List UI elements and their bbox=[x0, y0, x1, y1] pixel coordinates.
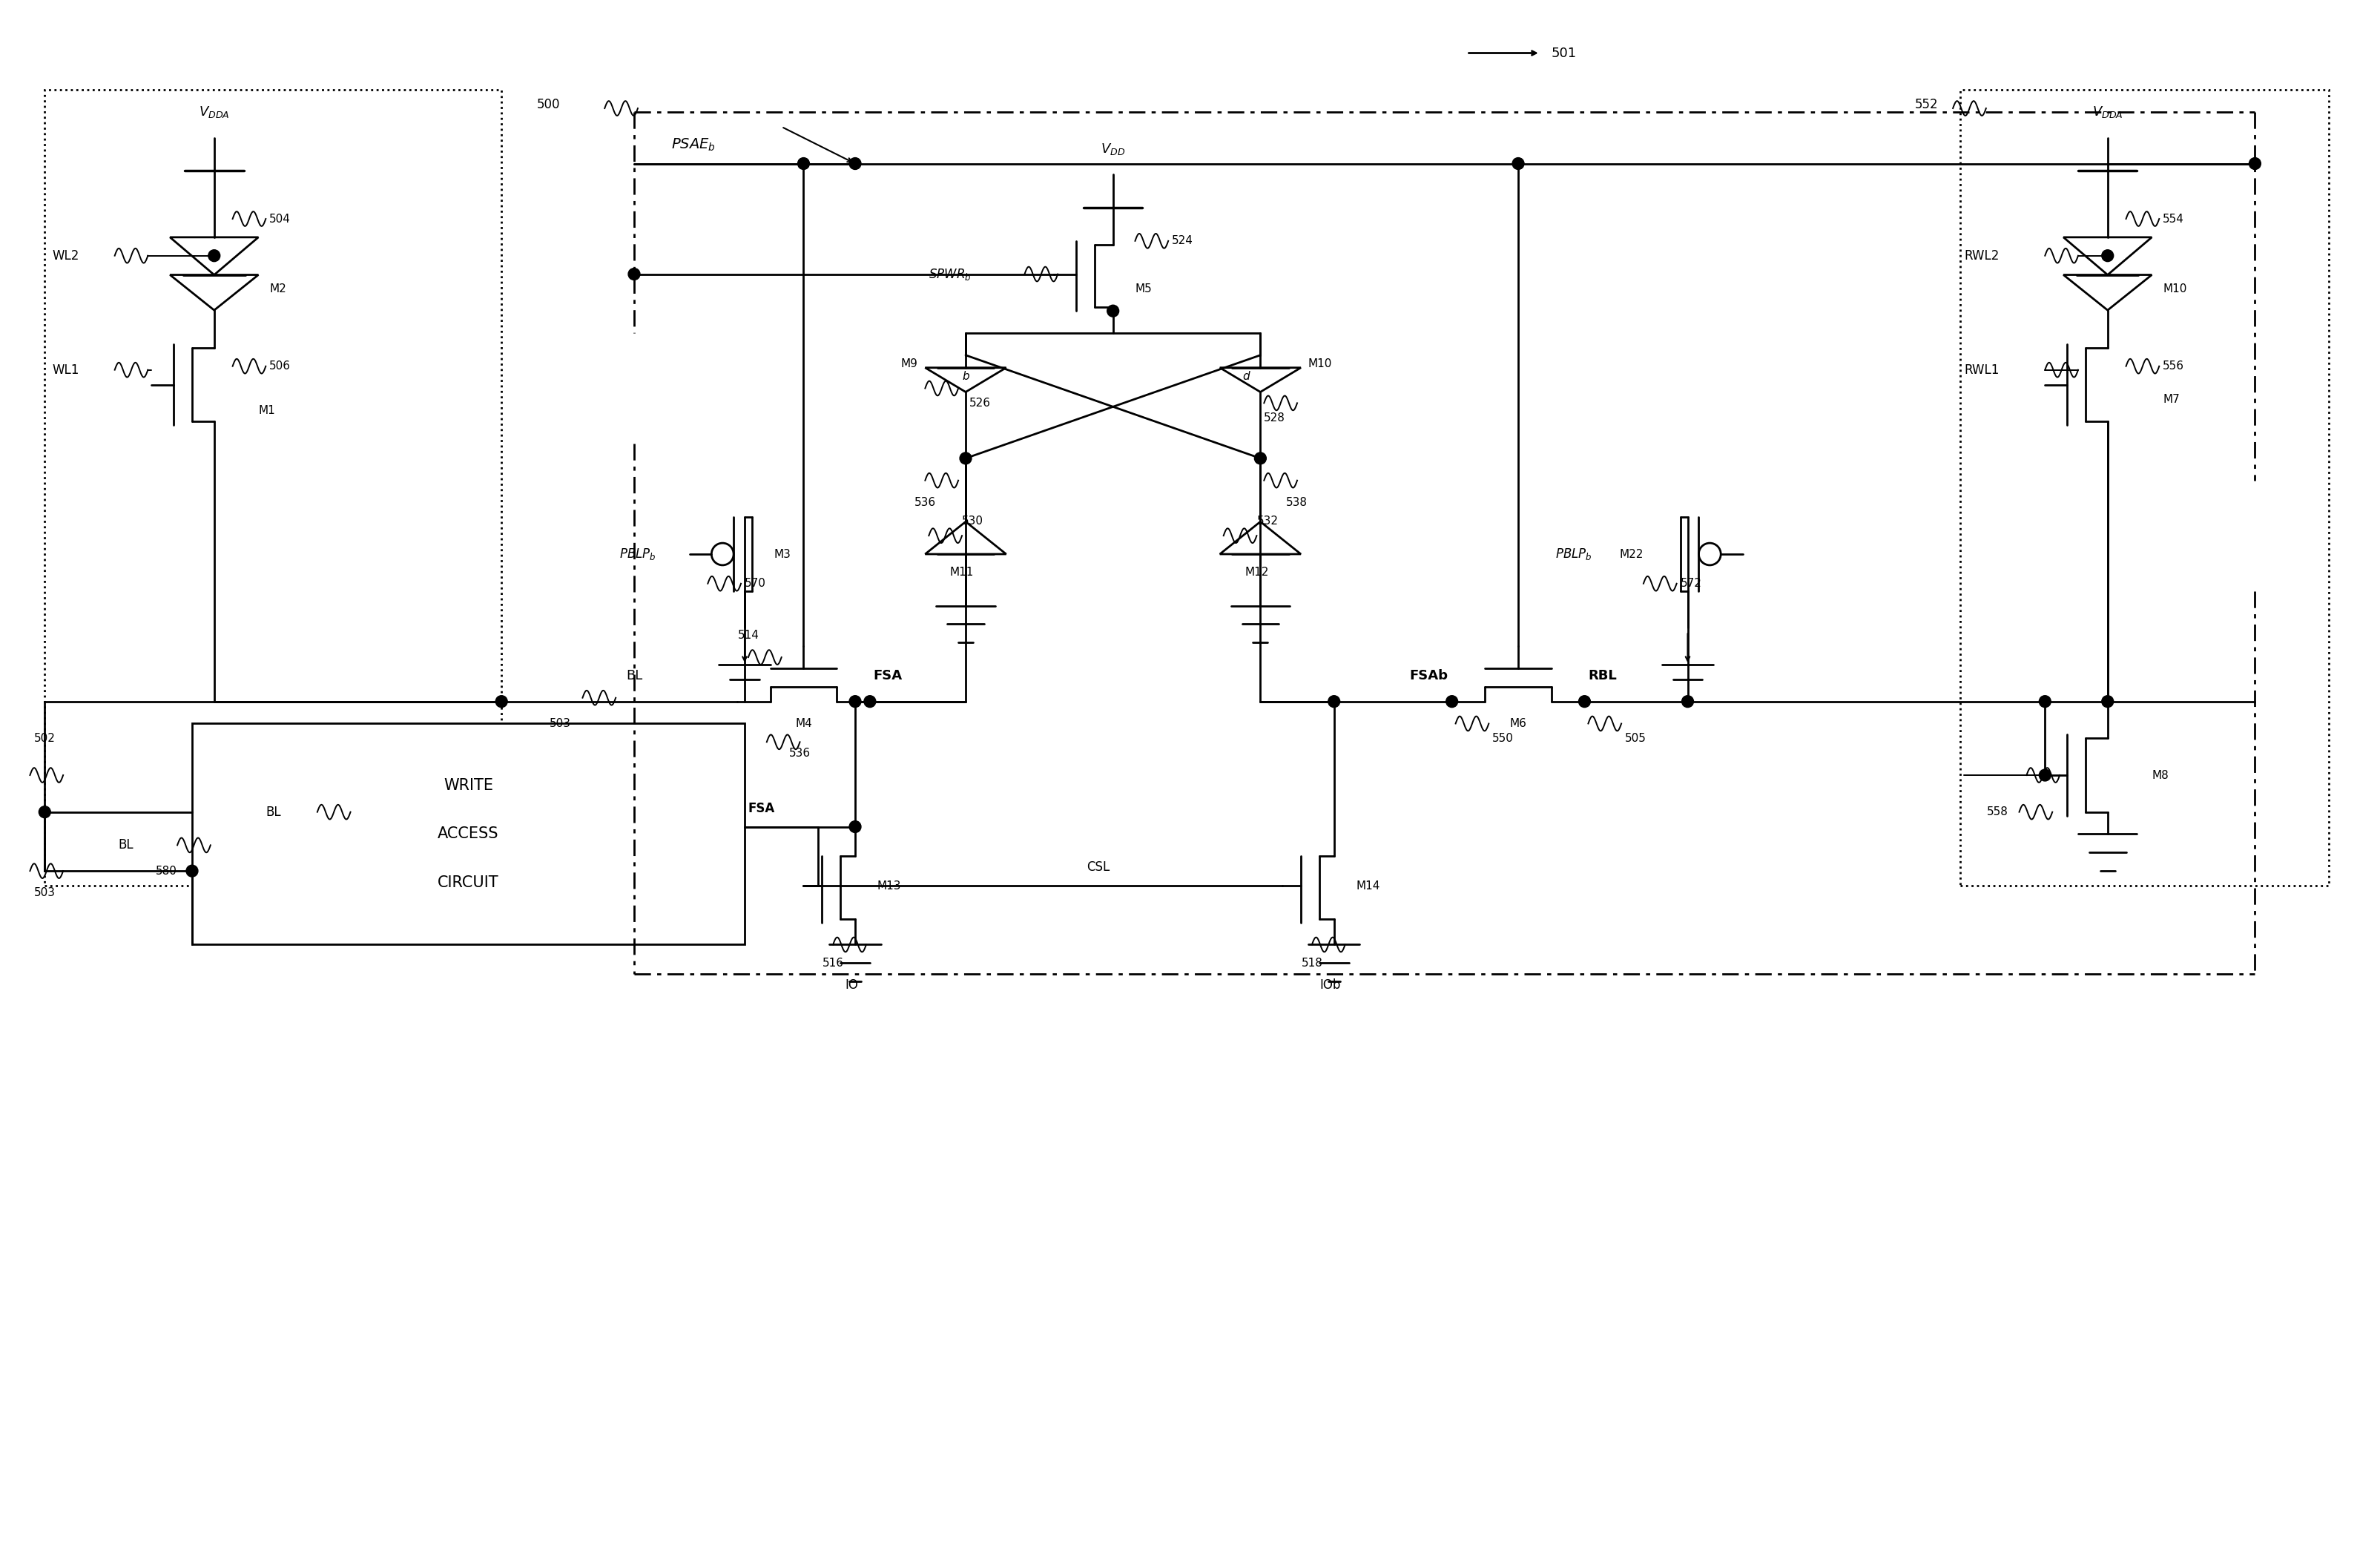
Text: 532: 532 bbox=[1257, 516, 1278, 527]
Text: FSA: FSA bbox=[747, 802, 776, 814]
Circle shape bbox=[1447, 696, 1459, 707]
Text: ACCESS: ACCESS bbox=[438, 827, 500, 842]
Text: 538: 538 bbox=[1285, 497, 1307, 508]
Text: 518: 518 bbox=[1302, 957, 1323, 968]
Text: WL2: WL2 bbox=[52, 249, 79, 263]
Text: 505: 505 bbox=[1626, 733, 1647, 744]
Text: 554: 554 bbox=[2163, 213, 2185, 224]
Circle shape bbox=[2040, 696, 2052, 707]
Text: M3: M3 bbox=[774, 549, 790, 559]
Text: 530: 530 bbox=[962, 516, 983, 527]
Text: M13: M13 bbox=[878, 880, 902, 892]
Text: 552: 552 bbox=[1916, 98, 1937, 112]
Text: IO: IO bbox=[845, 979, 859, 991]
Circle shape bbox=[2040, 769, 2052, 782]
Text: 524: 524 bbox=[1171, 235, 1192, 247]
Text: 558: 558 bbox=[1987, 807, 2009, 817]
Circle shape bbox=[209, 250, 219, 261]
Text: M22: M22 bbox=[1618, 549, 1645, 559]
Text: BL: BL bbox=[267, 805, 281, 819]
Circle shape bbox=[1107, 305, 1119, 317]
Text: FSAb: FSAb bbox=[1409, 670, 1447, 682]
Circle shape bbox=[186, 866, 198, 876]
Text: $PBLP_b$: $PBLP_b$ bbox=[619, 547, 657, 561]
Circle shape bbox=[2102, 696, 2113, 707]
Text: RBL: RBL bbox=[1587, 670, 1616, 682]
Text: 536: 536 bbox=[914, 497, 935, 508]
Circle shape bbox=[1683, 696, 1695, 707]
Text: $V_{DDA}$: $V_{DDA}$ bbox=[2092, 104, 2123, 120]
Text: 526: 526 bbox=[969, 398, 990, 409]
Text: M2: M2 bbox=[269, 283, 286, 294]
Bar bbox=[45, 90, 502, 886]
Text: 501: 501 bbox=[1552, 47, 1576, 59]
Circle shape bbox=[1328, 696, 1340, 707]
Text: 516: 516 bbox=[823, 957, 845, 968]
Circle shape bbox=[38, 807, 50, 817]
Circle shape bbox=[1511, 157, 1523, 169]
Circle shape bbox=[2249, 157, 2261, 169]
Circle shape bbox=[495, 696, 507, 707]
Text: M9: M9 bbox=[900, 359, 919, 370]
Text: CSL: CSL bbox=[1088, 861, 1109, 873]
Text: M14: M14 bbox=[1357, 880, 1380, 892]
Text: M1: M1 bbox=[259, 406, 276, 416]
Text: M6: M6 bbox=[1509, 718, 1526, 729]
Circle shape bbox=[864, 696, 876, 707]
Circle shape bbox=[1578, 696, 1590, 707]
Text: 528: 528 bbox=[1264, 412, 1285, 423]
Circle shape bbox=[2102, 250, 2113, 261]
Text: 503: 503 bbox=[550, 718, 571, 729]
Text: 500: 500 bbox=[538, 98, 559, 112]
Text: 536: 536 bbox=[790, 747, 812, 758]
Text: BL: BL bbox=[119, 839, 133, 852]
Text: 572: 572 bbox=[1680, 578, 1702, 589]
Text: M12: M12 bbox=[1245, 567, 1269, 578]
Text: M7: M7 bbox=[2163, 393, 2180, 406]
Text: M4: M4 bbox=[795, 718, 812, 729]
Text: M10: M10 bbox=[2163, 283, 2187, 294]
Text: 514: 514 bbox=[738, 629, 759, 640]
Bar bbox=[1961, 90, 2328, 886]
Text: WRITE: WRITE bbox=[443, 779, 493, 793]
Circle shape bbox=[1254, 452, 1266, 465]
Circle shape bbox=[850, 696, 862, 707]
Text: d: d bbox=[1242, 370, 1250, 382]
Text: 502: 502 bbox=[33, 733, 55, 744]
Circle shape bbox=[850, 821, 862, 833]
Text: FSA: FSA bbox=[873, 670, 902, 682]
Text: 506: 506 bbox=[269, 361, 290, 371]
Circle shape bbox=[628, 269, 640, 280]
Text: $V_{DDA}$: $V_{DDA}$ bbox=[200, 104, 228, 120]
Text: $V_{DD}$: $V_{DD}$ bbox=[1100, 141, 1126, 157]
Text: $SPWR_b$: $SPWR_b$ bbox=[928, 267, 971, 281]
Bar bbox=[193, 724, 745, 945]
Text: b: b bbox=[962, 370, 969, 382]
Text: $PSAE_b$: $PSAE_b$ bbox=[671, 137, 716, 152]
Text: 503: 503 bbox=[33, 887, 55, 898]
Text: M10: M10 bbox=[1309, 359, 1333, 370]
Circle shape bbox=[959, 452, 971, 465]
Text: RWL1: RWL1 bbox=[1963, 364, 1999, 376]
Text: 570: 570 bbox=[745, 578, 766, 589]
Text: BL: BL bbox=[626, 670, 643, 682]
Circle shape bbox=[797, 157, 809, 169]
Text: 580: 580 bbox=[155, 866, 176, 876]
Text: $PBLP_b$: $PBLP_b$ bbox=[1554, 547, 1592, 561]
Text: 504: 504 bbox=[269, 213, 290, 224]
Text: CIRCUIT: CIRCUIT bbox=[438, 875, 500, 890]
Text: M8: M8 bbox=[2152, 769, 2168, 780]
Text: M11: M11 bbox=[950, 567, 973, 578]
Circle shape bbox=[850, 157, 862, 169]
Text: 550: 550 bbox=[1492, 733, 1514, 744]
Text: IOb: IOb bbox=[1321, 979, 1340, 991]
Text: M5: M5 bbox=[1135, 283, 1152, 294]
Text: 556: 556 bbox=[2163, 361, 2185, 371]
Text: RWL2: RWL2 bbox=[1963, 249, 1999, 263]
Text: WL1: WL1 bbox=[52, 364, 79, 376]
